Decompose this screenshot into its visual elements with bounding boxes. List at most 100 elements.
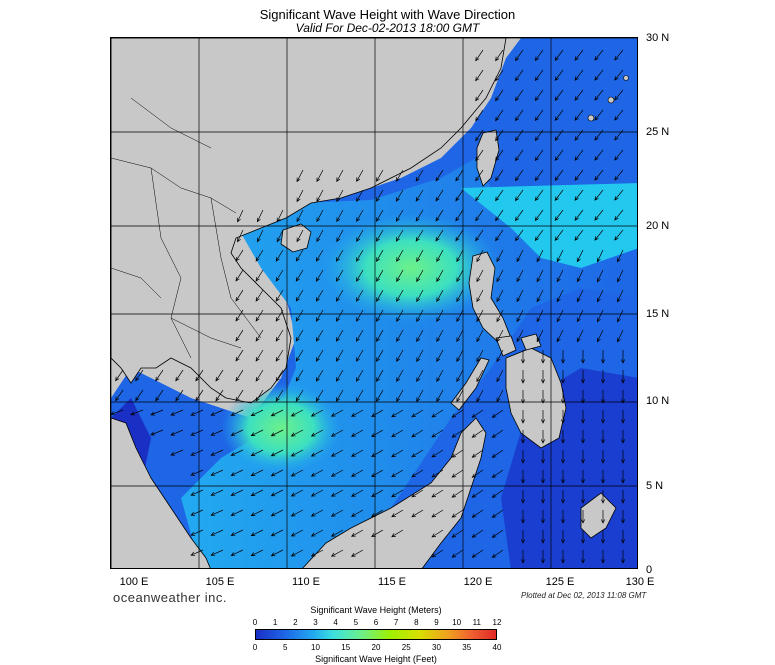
wave-direction-arrow <box>574 129 584 141</box>
wave-direction-arrow <box>620 410 626 424</box>
meters-tick: 5 <box>353 618 359 627</box>
wave-direction-arrow <box>520 370 526 384</box>
wave-direction-arrow <box>536 249 544 263</box>
wave-direction-arrow <box>451 429 464 438</box>
wave-direction-arrow <box>451 529 464 538</box>
wave-height-map <box>110 37 638 569</box>
wave-direction-arrow <box>476 369 484 383</box>
wave-direction-arrow <box>594 129 604 141</box>
wave-direction-arrow <box>456 369 464 383</box>
wave-direction-arrow <box>255 329 264 342</box>
wave-direction-arrow <box>391 409 404 418</box>
wave-direction-arrow <box>435 169 444 182</box>
meters-tick: 8 <box>414 618 419 627</box>
wave-direction-arrow <box>356 249 364 262</box>
wave-direction-arrow <box>250 469 264 477</box>
wave-direction-arrow <box>310 509 324 517</box>
wave-direction-arrow <box>316 209 324 223</box>
wave-direction-arrow <box>514 69 524 82</box>
wave-direction-arrow <box>451 409 464 418</box>
wave-direction-arrow <box>330 429 344 437</box>
wave-direction-arrow <box>235 249 244 262</box>
wave-direction-arrow <box>275 309 284 322</box>
wave-direction-arrow <box>356 269 364 282</box>
wave-direction-arrow <box>476 329 484 343</box>
wave-direction-arrow <box>295 309 304 322</box>
wave-direction-arrow <box>275 369 284 382</box>
wave-direction-arrow <box>295 269 304 282</box>
wave-direction-arrow <box>330 549 344 557</box>
wave-direction-arrow <box>514 209 524 222</box>
wave-direction-arrow <box>436 329 444 343</box>
wave-direction-arrow <box>356 209 364 223</box>
wave-direction-arrow <box>250 429 264 437</box>
wave-direction-arrow <box>600 450 606 464</box>
wave-direction-arrow <box>576 329 584 343</box>
wave-direction-arrow <box>431 529 444 538</box>
wave-direction-arrow <box>495 169 504 182</box>
wave-direction-arrow <box>574 189 584 201</box>
wave-direction-arrow <box>451 489 464 498</box>
wave-direction-arrow <box>520 410 526 424</box>
wave-direction-arrow <box>396 289 404 303</box>
wave-direction-arrow <box>597 329 604 343</box>
wave-direction-arrow <box>455 229 464 242</box>
wave-direction-arrow <box>270 469 284 477</box>
feet-tick: 30 <box>432 643 441 652</box>
wave-direction-arrow <box>495 149 504 162</box>
wave-direction-arrow <box>560 370 566 384</box>
wave-direction-arrow <box>580 430 586 444</box>
lat-label-10n: 10 N <box>646 395 670 407</box>
wave-direction-arrow <box>471 429 484 438</box>
feet-tick: 25 <box>401 643 411 652</box>
wave-direction-arrow <box>391 449 404 458</box>
wave-direction-arrow <box>520 490 526 504</box>
wave-direction-arrow <box>556 249 564 263</box>
wave-direction-arrow <box>135 369 144 382</box>
land-mainland <box>111 38 507 404</box>
wave-direction-arrow <box>576 249 584 263</box>
wave-direction-arrow <box>295 389 304 402</box>
wave-direction-arrow <box>290 529 304 537</box>
wave-direction-arrow <box>210 509 224 516</box>
wave-direction-arrow <box>560 550 566 564</box>
wave-direction-arrow <box>230 429 244 436</box>
wave-direction-arrow <box>540 510 546 524</box>
wave-direction-arrow <box>496 249 504 263</box>
wave-direction-arrow <box>495 109 504 122</box>
wave-direction-arrow <box>190 529 204 536</box>
wave-direction-arrow <box>190 469 204 476</box>
meters-tick: 2 <box>293 618 298 627</box>
meters-tick: 0 <box>252 618 258 627</box>
plotted-timestamp: Plotted at Dec 02, 2013 11:08 GMT <box>521 591 647 600</box>
wave-direction-arrow <box>190 549 204 556</box>
wave-direction-arrow <box>310 409 324 417</box>
wave-direction-arrow <box>594 169 604 181</box>
wave-direction-arrow <box>416 269 424 283</box>
wave-direction-arrow <box>135 389 144 402</box>
wave-direction-arrow <box>516 249 524 263</box>
wave-direction-arrow <box>476 269 484 283</box>
wave-direction-arrow <box>356 309 364 322</box>
map-canvas <box>111 38 637 568</box>
wave-direction-arrow <box>376 329 384 342</box>
wave-direction-arrow <box>395 169 404 182</box>
wave-direction-arrow <box>150 409 164 416</box>
wave-direction-arrow <box>554 129 564 142</box>
wave-direction-arrow <box>431 469 444 478</box>
wave-direction-arrow <box>276 229 284 243</box>
wave-direction-arrow <box>111 409 124 416</box>
wave-direction-arrow <box>475 189 484 202</box>
wave-direction-arrow <box>230 529 244 536</box>
wave-direction-arrow <box>256 229 264 243</box>
wave-direction-arrow <box>350 429 364 437</box>
wave-direction-arrow <box>210 549 224 556</box>
wave-direction-arrow <box>255 269 264 282</box>
wave-direction-arrow <box>514 109 524 122</box>
wave-direction-arrow <box>315 249 324 262</box>
wave-direction-arrow <box>431 549 444 558</box>
wave-direction-arrow <box>496 369 504 383</box>
wave-direction-arrow <box>495 209 504 222</box>
wave-direction-arrow <box>491 509 504 518</box>
wave-direction-arrow <box>150 429 164 436</box>
